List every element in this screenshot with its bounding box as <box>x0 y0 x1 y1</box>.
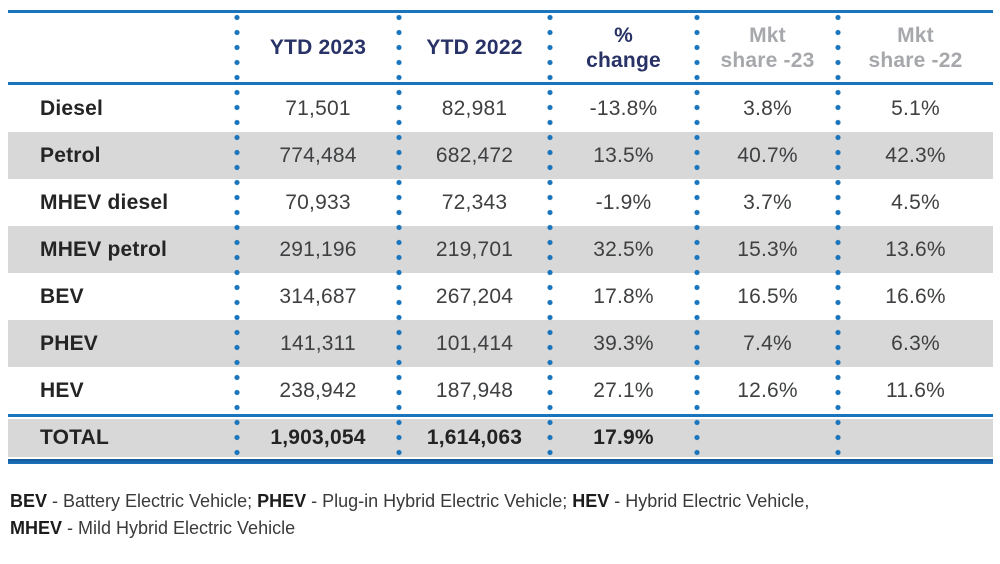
row-label: Diesel <box>40 96 104 120</box>
column-header-ytd-2022: YTD 2022 <box>399 13 550 82</box>
table-row-hev: HEV 238,942 187,948 27.1% 12.6% 11.6% <box>8 367 993 414</box>
table-row-mhev-diesel: MHEV diesel 70,933 72,343 -1.9% 3.7% 4.5… <box>8 179 993 226</box>
table-cell: 774,484 <box>279 143 357 167</box>
table-cell: 13.6% <box>885 237 946 261</box>
total-top-rule <box>8 414 993 417</box>
table-cell: 71,501 <box>285 96 351 120</box>
table-cell: -13.8% <box>589 96 658 120</box>
legend-term: BEV <box>10 491 48 511</box>
row-label: HEV <box>40 378 84 402</box>
column-header-pct-change: % change <box>550 13 697 82</box>
table-cell: 141,311 <box>280 331 356 355</box>
column-header-mkt-share-23: Mkt share -23 <box>697 13 838 82</box>
legend-term: HEV <box>572 491 610 511</box>
table-cell: 82,981 <box>441 96 508 120</box>
legend-definition: - Plug-in Hybrid Electric Vehicle; <box>306 491 573 511</box>
table-cell: 4.5% <box>891 190 940 214</box>
table-row-petrol: Petrol 774,484 682,472 13.5% 40.7% 42.3% <box>8 132 993 179</box>
table-cell: 11.6% <box>886 378 945 402</box>
table-cell: 682,472 <box>435 143 514 167</box>
legend-definition: - Battery Electric Vehicle; <box>47 491 258 511</box>
column-header-ytd-2023: YTD 2023 <box>237 13 399 82</box>
column-header-label: Mkt <box>749 23 786 47</box>
row-label: BEV <box>40 284 84 308</box>
legend-term: PHEV <box>257 491 307 511</box>
registrations-table: YTD 2023 YTD 2022 % change Mkt share -23… <box>8 10 993 464</box>
legend-definition: - Hybrid Electric Vehicle, <box>609 491 810 511</box>
table-cell: 32.5% <box>593 237 654 261</box>
table-cell: 7.4% <box>743 331 792 355</box>
table-cell: 17.9% <box>593 426 654 449</box>
column-header-empty <box>8 13 237 82</box>
table-top-rule <box>8 10 993 13</box>
table-cell: 72,343 <box>441 190 508 214</box>
table-header-row: YTD 2023 YTD 2022 % change Mkt share -23… <box>8 13 993 82</box>
column-header-label: YTD 2023 <box>269 36 367 59</box>
column-header-mkt-share-22: Mkt share -22 <box>838 13 993 82</box>
table-cell: 3.8% <box>743 96 792 120</box>
table-cell: 314,687 <box>279 284 357 308</box>
legend-line-2: MHEV - Mild Hybrid Electric Vehicle <box>10 515 1000 542</box>
table-bottom-rule <box>8 459 993 464</box>
table-cell: 12.6% <box>737 378 798 402</box>
table-cell: 1,614,063 <box>426 426 523 449</box>
table-cell: 101,414 <box>435 331 514 355</box>
table-row-mhev-petrol: MHEV petrol 291,196 219,701 32.5% 15.3% … <box>8 226 993 273</box>
column-header-label: share -23 <box>720 48 815 72</box>
table-cell: 39.3% <box>593 331 654 355</box>
table-cell: 42.3% <box>885 143 946 167</box>
table-cell: 17.8% <box>593 284 654 308</box>
table-cell: 15.3% <box>737 237 798 261</box>
table-cell: 16.5% <box>737 284 798 308</box>
row-label: TOTAL <box>40 426 110 449</box>
table-row-phev: PHEV 141,311 101,414 39.3% 7.4% 6.3% <box>8 320 993 367</box>
table-cell: 219,701 <box>435 237 514 261</box>
table-cell: 187,948 <box>435 378 514 402</box>
legend-line-1: BEV - Battery Electric Vehicle; PHEV - P… <box>10 488 1000 515</box>
header-bottom-rule <box>8 82 993 85</box>
table-cell: 16.6% <box>885 284 946 308</box>
table-cell: 70,933 <box>285 190 351 214</box>
table-cell: 1,903,054 <box>270 426 366 449</box>
row-label: MHEV diesel <box>40 190 169 214</box>
table-cell: 40.7% <box>737 143 798 167</box>
column-header-label: YTD 2022 <box>426 36 523 59</box>
table-row-total: TOTAL 1,903,054 1,614,063 17.9% <box>8 419 993 457</box>
table-row-bev: BEV 314,687 267,204 17.8% 16.5% 16.6% <box>8 273 993 320</box>
table-cell: 238,942 <box>279 378 357 402</box>
table-row-diesel: Diesel 71,501 82,981 -13.8% 3.8% 5.1% <box>8 85 993 132</box>
row-label: MHEV petrol <box>40 237 168 261</box>
row-label: PHEV <box>40 331 98 355</box>
column-header-label: share -22 <box>868 48 963 72</box>
table-cell: 27.1% <box>593 378 654 402</box>
column-header-label: change <box>586 48 661 72</box>
legend-definition: - Mild Hybrid Electric Vehicle <box>62 518 296 538</box>
table-cell: 6.3% <box>891 331 940 355</box>
legend-term: MHEV <box>10 518 63 538</box>
column-header-label: Mkt <box>897 23 934 47</box>
table-cell: 267,204 <box>435 284 514 308</box>
row-label: Petrol <box>40 143 101 167</box>
abbreviation-legend: BEV - Battery Electric Vehicle; PHEV - P… <box>10 488 1000 542</box>
table-cell: 291,196 <box>279 237 357 261</box>
table-cell: -1.9% <box>595 190 652 214</box>
table-cell: 5.1% <box>891 96 940 120</box>
table-cell: 13.5% <box>593 143 654 167</box>
table-cell: 3.7% <box>743 190 792 214</box>
column-header-label: % <box>614 23 633 47</box>
